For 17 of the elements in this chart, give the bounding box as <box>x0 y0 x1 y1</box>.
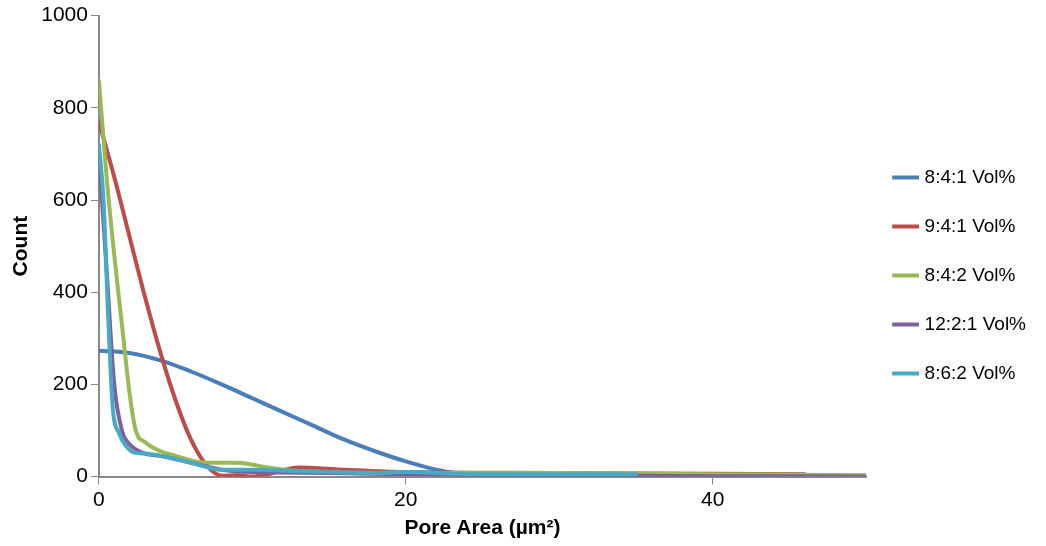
y-tick-label: 800 <box>52 94 88 118</box>
line-series <box>98 142 638 477</box>
y-tick-label: 0 <box>76 463 88 487</box>
x-axis-title: Pore Area (µm²) <box>404 515 561 539</box>
y-tick-label: 1000 <box>41 2 88 26</box>
x-tick-label: 40 <box>700 487 725 510</box>
legend-label: 8:4:2 Vol% <box>924 263 1016 285</box>
y-tick-label: 400 <box>52 279 88 302</box>
legend-label: 12:2:1 Vol% <box>924 312 1027 334</box>
x-tick-label: 0 <box>93 487 105 510</box>
legend-label: 8:4:1 Vol% <box>924 165 1016 187</box>
legend-label: 9:4:1 Vol% <box>924 214 1016 236</box>
x-tick-label: 20 <box>394 487 418 510</box>
legend-label: 8:6:2 Vol% <box>924 361 1016 383</box>
y-axis-title: Count <box>8 215 32 277</box>
y-tick-label: 200 <box>52 371 88 395</box>
y-tick-label: 600 <box>52 186 88 210</box>
